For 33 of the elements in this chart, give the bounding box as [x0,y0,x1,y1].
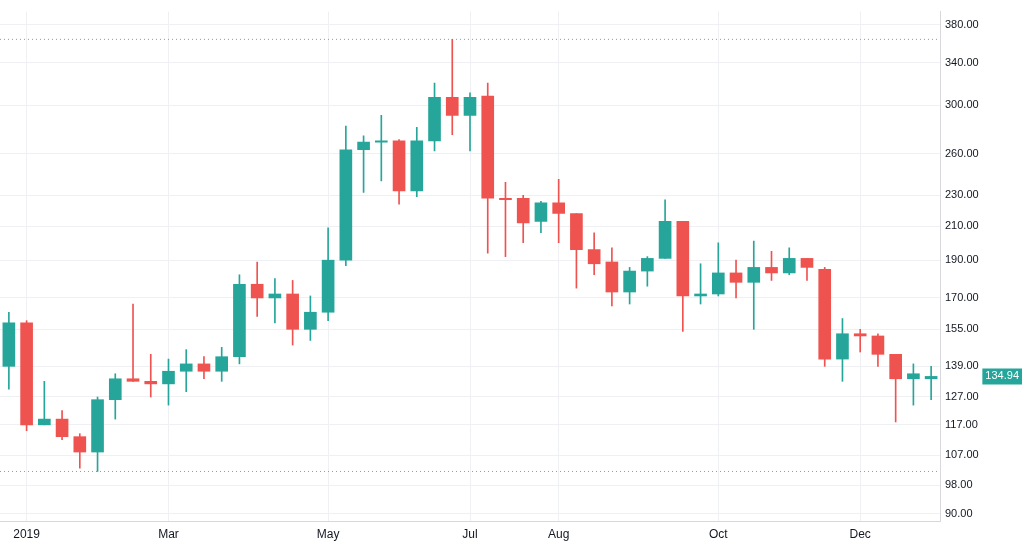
y-tick-label: 170.00 [945,290,979,303]
y-tick-label: 155.00 [945,322,979,335]
candlestick [179,349,193,393]
y-tick-label: 210.00 [945,219,979,232]
y-tick-label: 260.00 [945,146,979,159]
x-tick-label: Aug [548,527,570,542]
candlestick [250,261,264,317]
candlestick [144,354,158,398]
y-tick-label: 127.00 [945,390,979,403]
y-tick-label: 90.00 [945,507,973,519]
y-tick-label: 117.00 [945,417,978,430]
candlestick [445,39,459,135]
text: 134.94 [985,369,1020,382]
candlestick [126,303,140,382]
x-tick-label: Jul [462,527,478,542]
x-tick-label: Dec [849,527,871,542]
y-tick-label: 230.00 [945,188,979,201]
candlestick [853,329,867,353]
x-tick-label: 2019 [13,527,41,542]
y-tick-label: 107.00 [945,448,979,461]
y-tick-label: 98.00 [945,478,973,491]
candlestick [374,115,388,182]
x-tick-label: May [316,527,340,542]
y-tick-label: 380.00 [945,17,979,30]
y-tick-label: 190.00 [945,253,979,266]
x-tick-label: Mar [158,527,179,542]
candlestick [747,240,761,330]
candlestick [552,179,566,244]
y-tick-label: 300.00 [945,98,979,111]
x-tick-label: Oct [708,527,729,542]
y-tick-label: 139.00 [945,359,979,372]
candlestick [924,366,938,401]
y-tick-label: 340.00 [945,55,979,68]
